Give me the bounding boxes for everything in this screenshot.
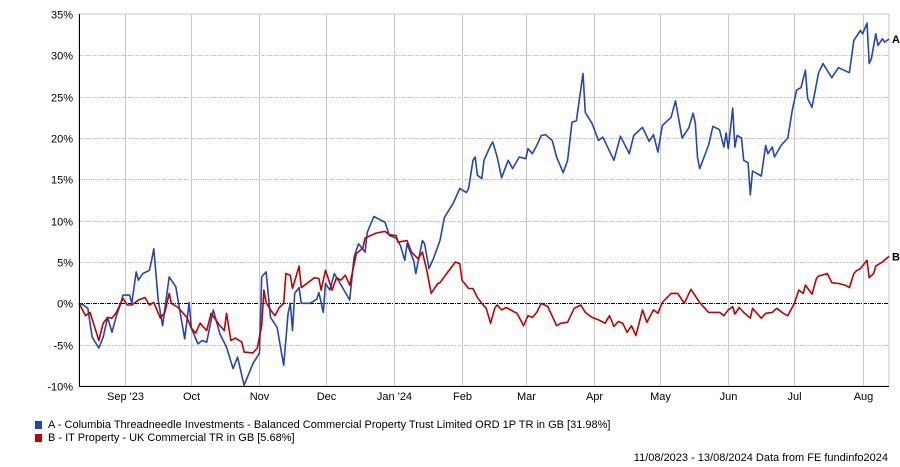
- y-tick-label: 5%: [57, 258, 73, 270]
- data-source-footer: 11/08/2023 - 13/08/2024 Data from FE fun…: [633, 452, 888, 464]
- x-tick-label: Dec: [317, 391, 337, 403]
- series-group: [78, 22, 890, 387]
- y-tick-label: -10%: [47, 382, 73, 394]
- y-tick-label: 0%: [57, 299, 73, 311]
- series-line-b: [78, 230, 890, 354]
- legend-label-a: A - Columbia Threadneedle Investments - …: [48, 418, 611, 431]
- y-tick-label: -5%: [53, 341, 73, 353]
- plot-frame: [78, 13, 890, 387]
- series-line-a: [78, 22, 890, 387]
- y-tick-label: 30%: [51, 51, 73, 63]
- x-tick-label: Jul: [787, 391, 801, 403]
- legend-swatch-a: [35, 420, 42, 429]
- x-tick-label: Jan '24: [377, 391, 412, 403]
- x-tick-label: Jun: [720, 391, 738, 403]
- x-tick-label: May: [650, 391, 671, 403]
- y-tick-label: 25%: [51, 93, 73, 105]
- x-tick-label: Nov: [250, 391, 270, 403]
- legend-label-b: B - IT Property - UK Commercial TR in GB…: [48, 431, 295, 444]
- y-tick-label: 20%: [51, 134, 73, 146]
- y-tick-label: 35%: [51, 10, 73, 22]
- series-end-label-b: B: [892, 251, 900, 263]
- legend-swatch-b: [35, 433, 42, 442]
- x-tick-label: Aug: [854, 391, 874, 403]
- series-end-label-a: A: [892, 34, 900, 46]
- legend-item-b: B - IT Property - UK Commercial TR in GB…: [35, 431, 610, 444]
- y-tick-label: 15%: [51, 175, 73, 187]
- grid: [78, 13, 890, 387]
- y-tick-label: 10%: [51, 217, 73, 229]
- axes: -10% -5% 0% 5% 10% 15% 20% 25% 30% 35% Sep '23 Oct N…: [47, 10, 900, 404]
- legend-item-a: A - Columbia Threadneedle Investments - …: [35, 418, 610, 431]
- x-tick-label: Oct: [183, 391, 200, 403]
- x-tick-label: Mar: [517, 391, 536, 403]
- legend: A - Columbia Threadneedle Investments - …: [35, 418, 610, 444]
- x-tick-label: Feb: [453, 391, 472, 403]
- x-tick-label: Sep '23: [107, 391, 144, 403]
- x-tick-label: Apr: [586, 391, 603, 403]
